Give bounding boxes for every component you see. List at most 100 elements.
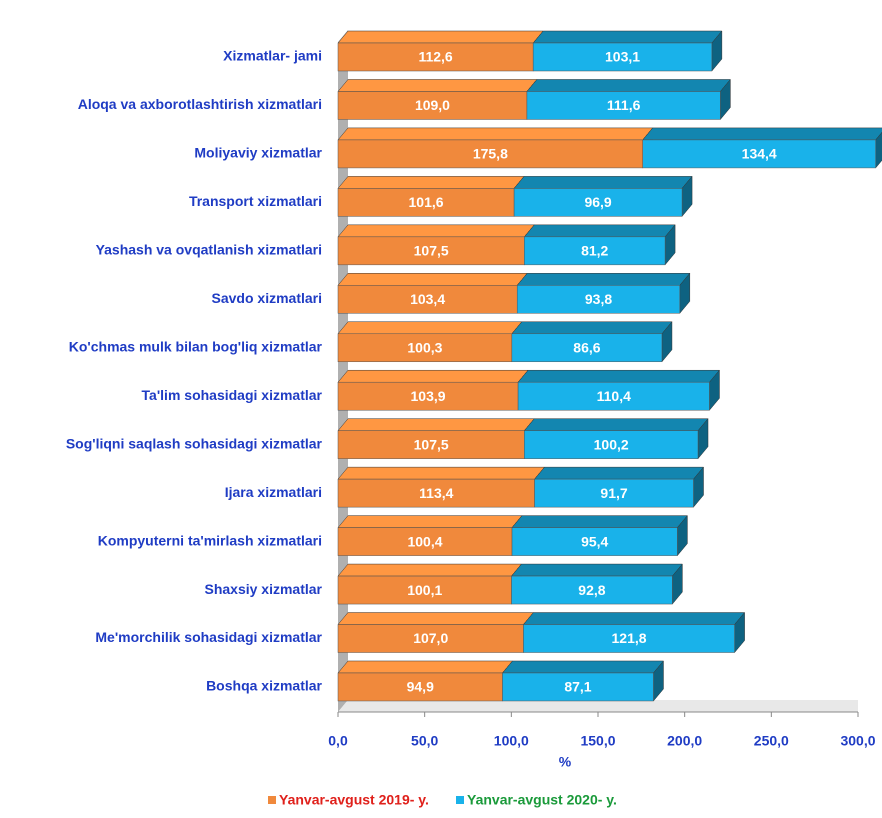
category-label: Ta'lim sohasidagi xizmatlar	[142, 387, 323, 403]
bar-front	[337, 672, 503, 702]
bar-segment	[513, 175, 693, 218]
value-label: 93,8	[585, 291, 612, 307]
value-label: 100,3	[407, 339, 442, 355]
bar-top	[337, 563, 523, 577]
bar-top	[513, 176, 693, 189]
bar-front	[337, 575, 512, 605]
bar-top	[337, 612, 535, 625]
bar-front	[511, 527, 678, 556]
category-label: Savdo xizmatlari	[212, 290, 323, 306]
value-label: 107,0	[413, 630, 448, 646]
bar-top	[337, 127, 654, 141]
x-tick-label: 50,0	[411, 733, 438, 749]
bar-top	[523, 418, 709, 431]
bar-segment	[532, 30, 723, 72]
bar-front	[534, 478, 694, 508]
bar-segment	[534, 466, 705, 508]
category-label: Ijara xizmatlari	[225, 484, 322, 500]
bar-front	[523, 624, 735, 653]
category-label: Xizmatlar- jami	[223, 48, 322, 64]
value-label: 134,4	[742, 146, 777, 162]
bar-segment	[511, 514, 688, 557]
category-label: Yashash va ovqatlanish xizmatlari	[96, 242, 322, 258]
bar-front	[511, 575, 673, 605]
bar-front	[337, 139, 643, 169]
bar-front	[337, 42, 534, 72]
bar-segment	[517, 369, 720, 411]
value-label: 103,9	[411, 388, 446, 404]
bar-front	[513, 188, 683, 217]
bar-segment	[510, 563, 683, 605]
category-label: Transport xizmatlari	[189, 193, 322, 209]
value-label: 86,6	[573, 339, 600, 355]
bar-front	[524, 430, 699, 459]
category-label: Sog'liqni saqlash sohasidagi xizmatlar	[66, 435, 323, 451]
bar-top	[511, 515, 688, 528]
bar-top	[337, 660, 514, 674]
bar-top	[337, 369, 529, 383]
bar-segment	[523, 224, 676, 266]
bar-segment	[511, 321, 673, 363]
value-label: 95,4	[581, 533, 608, 549]
bar-top	[501, 660, 665, 674]
bar-segment	[526, 78, 731, 121]
bar-top	[337, 466, 546, 480]
bar-segment	[337, 660, 514, 702]
bar-top	[532, 30, 723, 44]
bar-top	[337, 418, 535, 431]
bar-front	[517, 381, 710, 411]
bar-top	[337, 273, 528, 286]
bar-front	[337, 285, 518, 314]
bar-front	[337, 188, 515, 217]
bar-front	[511, 333, 663, 363]
category-label: Me'morchilik sohasidagi xizmatlar	[95, 629, 322, 645]
x-tick-label: 150,0	[580, 733, 615, 749]
bar-top	[516, 273, 691, 286]
bar-front	[502, 672, 654, 702]
value-label: 110,4	[597, 388, 631, 404]
bar-segment	[516, 272, 691, 314]
value-label: 103,4	[410, 291, 445, 307]
bar-top	[337, 79, 538, 92]
value-label: 100,1	[407, 582, 442, 598]
bar-top	[526, 79, 731, 92]
bar-top	[337, 176, 525, 189]
category-label: Shaxsiy xizmatlar	[204, 581, 322, 597]
legend-label: Yanvar-avgust 2020- y.	[467, 792, 617, 808]
bar-top	[337, 515, 523, 528]
bar-front	[516, 285, 681, 314]
bar-top	[522, 612, 746, 625]
legend-swatch	[268, 796, 276, 804]
bar-front	[337, 624, 524, 653]
x-tick-label: 250,0	[754, 733, 789, 749]
bar-segment	[501, 660, 665, 702]
category-label: Moliyaviy xizmatlar	[194, 145, 322, 161]
value-label: 175,8	[473, 146, 508, 162]
bar-front	[526, 91, 721, 120]
x-tick-label: 100,0	[494, 733, 529, 749]
value-label: 113,4	[419, 485, 453, 501]
bar-front	[642, 139, 876, 169]
value-label: 107,5	[414, 436, 449, 452]
value-label: 87,1	[564, 679, 591, 695]
bar-front	[524, 236, 666, 266]
bar-segment	[337, 417, 535, 460]
bar-top	[337, 321, 523, 335]
value-label: 121,8	[612, 630, 647, 646]
bar-top	[642, 127, 882, 141]
value-label: 81,2	[581, 243, 608, 259]
bar-front	[337, 478, 535, 508]
value-label: 107,5	[414, 243, 449, 259]
bar-segment	[642, 127, 882, 169]
bar-top	[534, 466, 705, 480]
value-label: 111,6	[607, 97, 641, 113]
value-label: 92,8	[578, 582, 605, 598]
category-label: Boshqa xizmatlar	[206, 678, 322, 694]
value-label: 91,7	[600, 485, 627, 501]
bar-top	[511, 321, 673, 335]
x-tick-label: 200,0	[667, 733, 702, 749]
value-label: 101,6	[409, 194, 444, 210]
bar-front	[337, 430, 525, 459]
bar-top	[337, 224, 535, 238]
